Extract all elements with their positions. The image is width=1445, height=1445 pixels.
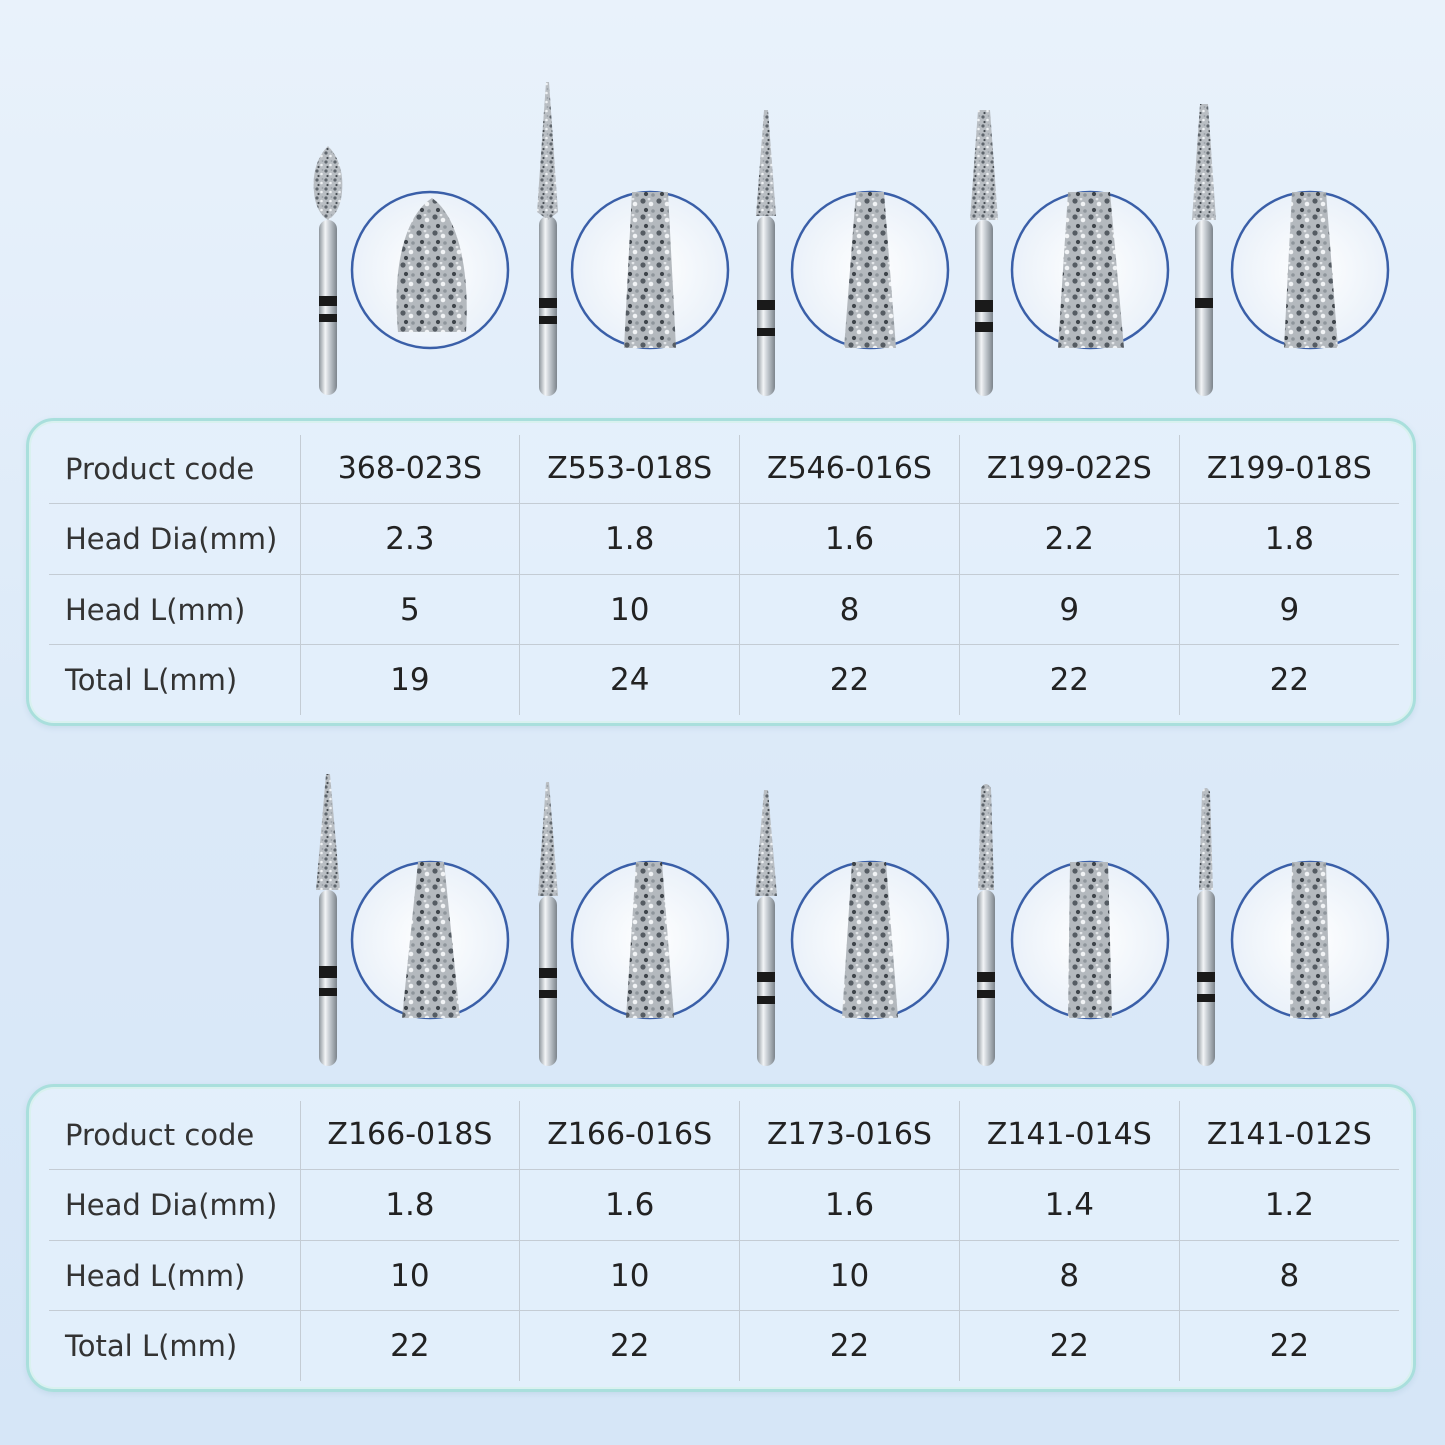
cell-value: 22	[739, 644, 960, 715]
cell-value: 19	[299, 644, 520, 715]
row-product-code: Product code Z166-018S Z166-016S Z173-01…	[49, 1101, 1399, 1170]
bur-368-023S	[313, 146, 343, 395]
cell-value: 1.6	[739, 1169, 960, 1241]
cell-value: 24	[519, 644, 740, 715]
cell-value: 22	[519, 1310, 740, 1381]
cell-value: 8	[958, 1240, 1180, 1312]
cell-value: Z173-016S	[739, 1101, 960, 1170]
row-product-code: Product code 368-023S Z553-018S Z546-016…	[49, 435, 1399, 504]
cell-value: 22	[958, 644, 1180, 715]
cell-value: 10	[299, 1240, 520, 1312]
cell-value: Z141-014S	[958, 1101, 1180, 1170]
magnifier-10	[1230, 860, 1390, 1020]
cell-value: Z199-018S	[1178, 435, 1399, 504]
bur-Z173-016S	[755, 790, 777, 1066]
row-head-length: Head L(mm) 10 10 10 8 8	[49, 1240, 1399, 1312]
cell-value: 5	[299, 574, 520, 646]
cell-value: 10	[519, 574, 740, 646]
magnifier-9	[1010, 860, 1170, 1020]
row-label: Product code	[49, 435, 300, 504]
cell-value: 1.8	[519, 503, 740, 575]
cell-value: 22	[739, 1310, 960, 1381]
row-label: Head L(mm)	[49, 1240, 300, 1312]
cell-value: 22	[1178, 644, 1399, 715]
cell-value: 1.8	[299, 1169, 520, 1241]
bur-Z553-018S	[537, 82, 558, 396]
row-label: Total L(mm)	[65, 1329, 238, 1364]
magnifier-1	[350, 190, 510, 350]
magnifier-5	[1230, 190, 1390, 350]
spec-card-2: Product code Z166-018S Z166-016S Z173-01…	[26, 1084, 1416, 1392]
cell-value: 8	[739, 574, 960, 646]
cell-value: 1.8	[1178, 503, 1399, 575]
row-head-length: Head L(mm) 5 10 8 9 9	[49, 574, 1399, 646]
row-label: Head Dia(mm)	[49, 1169, 300, 1241]
cell-value: Z546-016S	[739, 435, 960, 504]
bur-illustrations-1	[313, 82, 1390, 396]
bur-illustrations-2	[316, 774, 1390, 1066]
magnifier-8	[790, 860, 950, 1020]
cell-value: 9	[1178, 574, 1399, 646]
spec-table-2: Product code Z166-018S Z166-016S Z173-01…	[49, 1101, 1399, 1381]
row-label: Head L(mm)	[49, 574, 300, 646]
row-label: Product code	[49, 1101, 300, 1170]
cell-value: 1.6	[519, 1169, 740, 1241]
cell-value: 22	[958, 1310, 1180, 1381]
cell-value: 10	[739, 1240, 960, 1312]
cell-value: Z553-018S	[519, 435, 740, 504]
cell-value: 8	[1178, 1240, 1399, 1312]
bur-Z199-018S	[1192, 104, 1216, 396]
bur-Z166-018S	[316, 774, 340, 1066]
cell-value: 10	[519, 1240, 740, 1312]
cell-value: 22	[1178, 1310, 1399, 1381]
row-label: Total L(mm)	[65, 663, 238, 698]
spec-table-1: Product code 368-023S Z553-018S Z546-016…	[49, 435, 1399, 715]
magnifier-6	[350, 860, 510, 1020]
magnifier-7	[570, 860, 730, 1020]
cell-value: 1.2	[1178, 1169, 1399, 1241]
magnifier-3	[790, 190, 950, 350]
row-head-dia: Head Dia(mm) 2.3 1.8 1.6 2.2 1.8	[49, 503, 1399, 575]
row-total-length: Total L(mm) 22 22 22 22 22	[49, 1310, 1399, 1381]
magnifier-4	[1010, 190, 1170, 350]
bur-Z199-022S	[970, 110, 998, 396]
product-images-row-2	[0, 740, 1445, 1080]
magnifier-2	[570, 190, 730, 350]
bur-Z141-012S	[1197, 788, 1215, 1066]
cell-value: Z199-022S	[958, 435, 1180, 504]
cell-value: 1.6	[739, 503, 960, 575]
cell-value: 2.3	[299, 503, 520, 575]
cell-value: 2.2	[958, 503, 1180, 575]
cell-value: 9	[958, 574, 1180, 646]
row-label: Head Dia(mm)	[49, 503, 300, 575]
cell-value: Z166-016S	[519, 1101, 740, 1170]
cell-value: 1.4	[958, 1169, 1180, 1241]
cell-value: 22	[299, 1310, 520, 1381]
row-total-length: Total L(mm) 19 24 22 22 22	[49, 644, 1399, 715]
row-head-dia: Head Dia(mm) 1.8 1.6 1.6 1.4 1.2	[49, 1169, 1399, 1241]
spec-card-1: Product code 368-023S Z553-018S Z546-016…	[26, 418, 1416, 726]
product-images-row-1	[0, 70, 1445, 410]
bur-Z166-016S	[538, 782, 558, 1066]
cell-value: Z166-018S	[299, 1101, 520, 1170]
bur-Z141-014S	[977, 784, 995, 1066]
cell-value: 368-023S	[299, 435, 520, 504]
bur-Z546-016S	[756, 110, 776, 396]
cell-value: Z141-012S	[1178, 1101, 1399, 1170]
